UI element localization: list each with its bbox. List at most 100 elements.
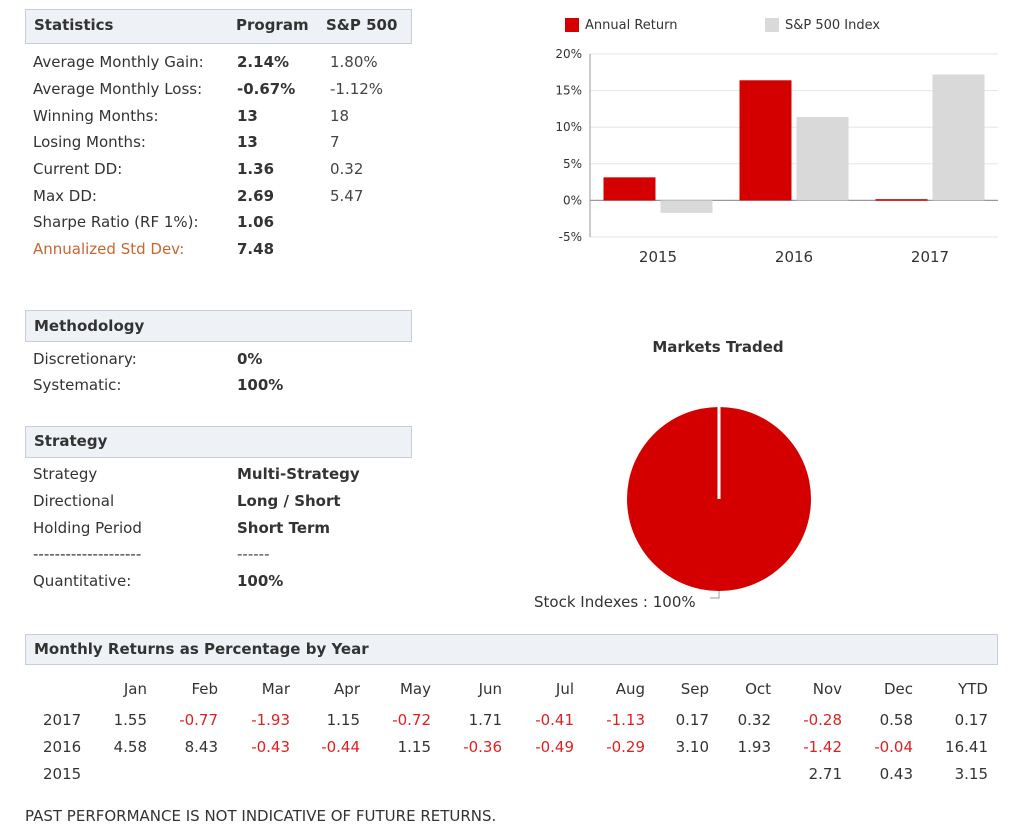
sp500-column-header: S&P 500 [326,16,398,34]
stat-label: Current DD: [33,160,123,178]
program-column-header: Program [236,16,309,34]
month-header-ytd: YTD [958,680,988,698]
return-cell: 1.15 [397,738,431,756]
return-cell: 0.17 [675,711,709,729]
month-header-mar: Mar [261,680,290,698]
return-cell: -0.72 [392,711,431,729]
month-header-feb: Feb [191,680,218,698]
methodology-header [25,310,412,342]
return-cell: 0.17 [954,711,988,729]
year-label: 2016 [43,738,82,756]
statistics-header [25,9,412,44]
month-header-oct: Oct [745,680,771,698]
stat-program-value: 13 [237,107,258,125]
return-cell: 8.43 [184,738,218,756]
strategy-label: Holding Period [33,519,142,537]
strategy-value: Multi-Strategy [237,465,360,483]
stat-sp500-value: -1.12% [330,80,384,98]
year-label: 2015 [43,765,82,783]
return-cell: -0.49 [535,738,574,756]
month-header-may: May [399,680,431,698]
stat-label: Max DD: [33,187,97,205]
disclaimer: PAST PERFORMANCE IS NOT INDICATIVE OF FU… [25,807,497,825]
month-header-aug: Aug [615,680,645,698]
methodology-value: 100% [237,376,284,394]
return-cell: -0.43 [251,738,290,756]
sp500-bar-2017[interactable] [932,74,985,201]
stat-program-value: 2.69 [237,187,275,205]
legend-label-annual-return: Annual Return [585,18,678,33]
stat-program-value: 1.36 [237,160,275,178]
strategy-value: 100% [237,572,284,590]
month-header-jun: Jun [478,680,502,698]
sp500-bar-2016[interactable] [796,116,849,201]
stat-sp500-value: 5.47 [330,187,364,205]
return-cell: 0.32 [737,711,771,729]
return-cell: -1.13 [606,711,645,729]
return-cell: 3.10 [675,738,709,756]
stat-sp500-value: 7 [330,133,340,151]
monthly-returns-header [25,634,998,665]
y-tick-label: 15% [555,84,582,98]
stat-program-value: 7.48 [237,240,275,258]
annual-return-bar-2016[interactable] [739,80,792,201]
y-tick-label: 20% [555,47,582,61]
stat-sp500-value: 0.32 [330,160,364,178]
month-header-jul: Jul [555,680,574,698]
x-category-label: 2016 [775,248,813,266]
strategy-label: Quantitative: [33,572,132,590]
return-cell: -1.93 [251,711,290,729]
x-category-label: 2017 [911,248,949,266]
pie-label-leader-line [710,591,720,599]
return-cell: -0.36 [463,738,502,756]
stat-sp500-value: 18 [330,107,350,125]
methodology-value: 0% [237,350,263,368]
year-label: 2017 [43,711,82,729]
stat-label: Losing Months: [33,133,146,151]
return-cell: 16.41 [945,738,988,756]
legend-label-sp500: S&P 500 Index [785,18,881,33]
y-tick-label: 0% [563,193,582,207]
stat-program-value: 2.14% [237,53,290,71]
return-cell: 3.15 [954,765,988,783]
return-cell: -0.44 [321,738,360,756]
markets-traded-title: Markets Traded [652,338,784,356]
strategy-label: Directional [33,492,115,510]
strategy-separator: -------------------- [33,545,142,563]
y-tick-label: 5% [563,157,582,171]
statistics-title: Statistics [34,16,114,34]
strategy-value: Short Term [237,519,331,537]
strategy-value: Long / Short [237,492,341,510]
legend-swatch-annual-return [565,18,579,32]
return-cell: 4.58 [113,738,147,756]
strategy-separator: ------ [237,545,270,563]
stat-program-value: 13 [237,133,258,151]
bar-chart-plot: 20% 15% 10% 5% 0% -5% 2015 2016 2017 [555,47,998,266]
return-cell: -0.77 [179,711,218,729]
y-tick-label: 10% [555,120,582,134]
stat-label-highlight[interactable]: Annualized Std Dev: [33,240,185,258]
return-cell: 1.71 [468,711,502,729]
return-cell: -0.29 [606,738,645,756]
annual-return-bar-2015[interactable] [603,177,656,201]
stat-label: Winning Months: [33,107,159,125]
stat-program-value: -0.67% [237,80,296,98]
methodology-title: Methodology [34,317,145,335]
return-cell: 2.71 [808,765,842,783]
pie-slice-label: Stock Indexes : 100% [534,593,696,611]
stat-program-value: 1.06 [237,213,275,231]
return-cell: 0.58 [879,711,913,729]
stat-label: Sharpe Ratio (RF 1%): [33,213,199,231]
y-tick-label: -5% [559,230,582,244]
return-cell: -0.04 [874,738,913,756]
annual-return-bar-2017[interactable] [875,199,928,201]
strategy-label: Strategy [33,465,98,483]
methodology-label: Discretionary: [33,350,137,368]
stat-sp500-value: 1.80% [330,53,378,71]
sp500-bar-2015[interactable] [660,200,713,213]
return-cell: 1.93 [737,738,771,756]
return-cell: 1.55 [113,711,147,729]
month-header-sep: Sep [680,680,709,698]
strategy-title: Strategy [34,432,108,450]
return-cell: 1.15 [326,711,360,729]
